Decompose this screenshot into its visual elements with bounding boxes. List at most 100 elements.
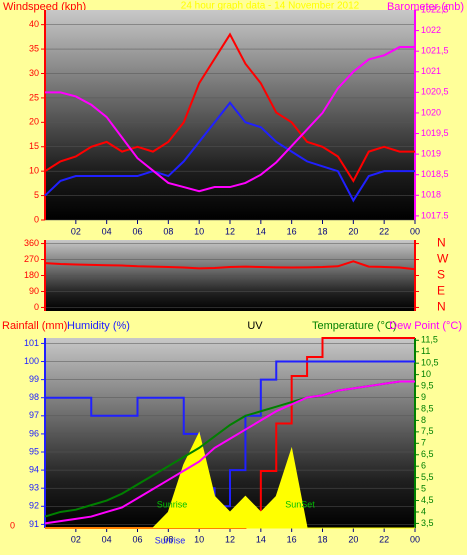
x-tick-label: 06 bbox=[132, 226, 142, 236]
x-tick-label: 10 bbox=[194, 226, 204, 236]
y2-tick-label: 6,5 bbox=[421, 449, 434, 459]
y-tick-label: 360 bbox=[24, 238, 39, 248]
y-tick-label: 91 bbox=[29, 519, 39, 529]
y-tick-label: 40 bbox=[29, 19, 39, 29]
y2-tick-label: 10,5 bbox=[421, 358, 439, 368]
y-tick-label: 5 bbox=[34, 190, 39, 200]
x-tick-label: 22 bbox=[379, 534, 389, 544]
y2-tick-label: 7 bbox=[421, 438, 426, 448]
y2-tick-label: 1021,5 bbox=[421, 46, 449, 56]
x-tick-label: 20 bbox=[348, 534, 358, 544]
series-label: Humidity (%) bbox=[67, 320, 130, 332]
series-line bbox=[44, 260, 416, 271]
y2-tick-label: W bbox=[437, 252, 449, 266]
y-tick-label: 100 bbox=[24, 356, 39, 366]
x-tick-label: 04 bbox=[102, 226, 112, 236]
y-tick-label: 0 bbox=[34, 302, 39, 312]
x-tick-label: 02 bbox=[71, 226, 81, 236]
y2-tick-label: 1022 bbox=[421, 25, 441, 35]
y2-tick-label: 1022,5 bbox=[421, 4, 449, 14]
y-tick-label: 92 bbox=[29, 501, 39, 511]
y-tick-label: 30 bbox=[29, 68, 39, 78]
y2-tick-label: 5,5 bbox=[421, 472, 434, 482]
x-tick-label: 16 bbox=[287, 534, 297, 544]
y2-tick-label: 8,5 bbox=[421, 403, 434, 413]
y-tick-label: 95 bbox=[29, 446, 39, 456]
uv-area bbox=[45, 431, 415, 529]
plot-area bbox=[45, 10, 415, 220]
x-tick-label: 08 bbox=[163, 534, 173, 544]
x-tick-label: 14 bbox=[256, 226, 266, 236]
y2-tick-label: 1018,5 bbox=[421, 169, 449, 179]
y-tick-label: 101 bbox=[24, 338, 39, 348]
y2-tick-label: 3,5 bbox=[421, 518, 434, 528]
y-tick-label: 10 bbox=[29, 166, 39, 176]
chart-title: 24 hour graph data - 14 November 2012 bbox=[181, 1, 360, 12]
y2-tick-label: 9,5 bbox=[421, 380, 434, 390]
series-line bbox=[45, 46, 415, 193]
y-tick-label: 20 bbox=[29, 117, 39, 127]
y-tick-label: 0 bbox=[34, 214, 39, 224]
y2-tick-label: 1019 bbox=[421, 148, 441, 158]
series-line bbox=[44, 380, 415, 525]
x-tick-label: 08 bbox=[163, 226, 173, 236]
y-tick-label: 94 bbox=[29, 464, 39, 474]
y2-tick-label: S bbox=[437, 268, 445, 282]
x-tick-label: 18 bbox=[317, 534, 327, 544]
x-tick-label: 12 bbox=[225, 534, 235, 544]
y-tick-label: 98 bbox=[29, 392, 39, 402]
y-tick-label: 15 bbox=[29, 141, 39, 151]
y2-tick-label: 1020,5 bbox=[421, 87, 449, 97]
y-tick-label: 97 bbox=[29, 410, 39, 420]
y-tick-label: 270 bbox=[24, 254, 39, 264]
y2-tick-label: 7,5 bbox=[421, 426, 434, 436]
y2-tick-label: E bbox=[437, 284, 445, 298]
series-line bbox=[44, 32, 415, 183]
x-tick-label: 02 bbox=[71, 534, 81, 544]
y2-tick-label: 6 bbox=[421, 461, 426, 471]
y3-tick-label: 0 bbox=[10, 520, 15, 530]
x-tick-label: 10 bbox=[194, 534, 204, 544]
x-tick-label: 22 bbox=[379, 226, 389, 236]
x-tick-label: 04 bbox=[102, 534, 112, 544]
y-axis-label: Windspeed (kph) bbox=[3, 1, 86, 13]
annotation: SunSet bbox=[285, 499, 315, 509]
series-label: UV bbox=[247, 320, 263, 332]
y-tick-label: 93 bbox=[29, 483, 39, 493]
y2-tick-label: 1021 bbox=[421, 66, 441, 76]
y2-tick-label: N bbox=[437, 236, 446, 250]
y-tick-label: 90 bbox=[29, 286, 39, 296]
y2-tick-label: 4 bbox=[421, 506, 426, 516]
series-label: Temperature (°C) bbox=[312, 320, 396, 332]
y2-tick-label: 1020 bbox=[421, 107, 441, 117]
annotation: Sunrise bbox=[157, 499, 188, 509]
y2-axis-label: Barometer (mb) bbox=[387, 1, 464, 13]
series-line bbox=[44, 101, 415, 203]
x-tick-label: 00 bbox=[410, 534, 420, 544]
y-tick-label: 99 bbox=[29, 374, 39, 384]
x-tick-label: 12 bbox=[225, 226, 235, 236]
y2-tick-label: 5 bbox=[421, 483, 426, 493]
x-tick-label: 06 bbox=[132, 534, 142, 544]
x-tick-label: 14 bbox=[256, 534, 266, 544]
x-tick-label: 18 bbox=[317, 226, 327, 236]
y2-tick-label: N bbox=[437, 300, 446, 314]
y2-tick-label: 10 bbox=[421, 369, 431, 379]
x-tick-label: 16 bbox=[287, 226, 297, 236]
y2-tick-label: 1017.5 bbox=[421, 210, 449, 220]
x-tick-label: 00 bbox=[410, 226, 420, 236]
y2-tick-label: 1018 bbox=[421, 190, 441, 200]
y2-tick-label: 11 bbox=[421, 346, 430, 356]
y2-tick-label: 1019,5 bbox=[421, 128, 449, 138]
series-label: Rainfall (mm) bbox=[2, 320, 67, 332]
annotation: Sunrise bbox=[155, 535, 186, 545]
y2-tick-label: 4,5 bbox=[421, 495, 434, 505]
series-label: Dew Point (°C) bbox=[389, 320, 462, 332]
y-tick-label: 25 bbox=[29, 92, 39, 102]
y-tick-label: 35 bbox=[29, 43, 39, 53]
y2-tick-label: 9 bbox=[421, 392, 426, 402]
y-tick-label: 96 bbox=[29, 428, 39, 438]
y-tick-label: 180 bbox=[24, 270, 39, 280]
x-tick-label: 20 bbox=[348, 226, 358, 236]
